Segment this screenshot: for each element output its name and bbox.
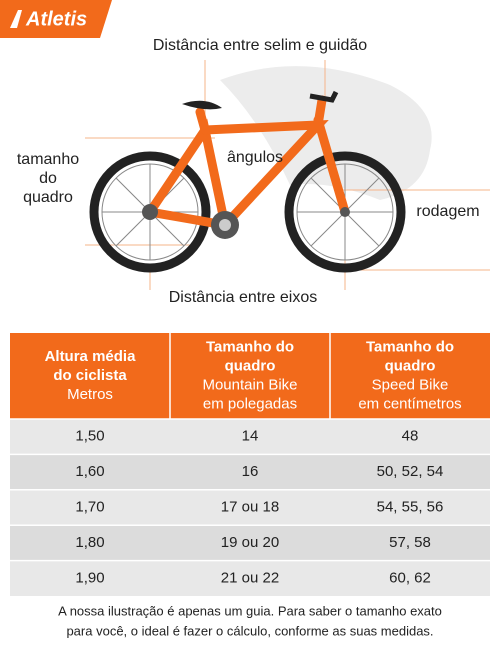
- header-title: quadro: [385, 357, 436, 374]
- label: rodagem: [416, 203, 479, 220]
- brand: Atletis: [25, 8, 87, 30]
- cell: 1,80: [75, 534, 104, 551]
- cell: 54, 55, 56: [377, 498, 444, 515]
- cell: 60, 62: [389, 569, 431, 586]
- table-header: [10, 333, 490, 419]
- table-row: [10, 419, 490, 455]
- table-row: [10, 525, 490, 561]
- header-subtitle: Speed Bike: [372, 376, 449, 393]
- header-title: Altura média: [45, 348, 137, 365]
- cell: 16: [242, 463, 259, 480]
- table-row: [10, 454, 490, 490]
- cell: 1,60: [75, 463, 104, 480]
- label: Distância entre eixos: [169, 289, 318, 306]
- header-title: quadro: [225, 357, 276, 374]
- header-title: do ciclista: [53, 367, 127, 384]
- label: tamanho: [17, 151, 79, 168]
- header-subtitle: Mountain Bike: [202, 376, 297, 393]
- label: ângulos: [227, 149, 283, 166]
- cell: 1,90: [75, 569, 104, 586]
- note: A nossa ilustração é apenas um guia. Par…: [58, 603, 442, 618]
- table-row: [10, 560, 490, 596]
- cell: 1,70: [75, 498, 104, 515]
- label: Distância entre selim e guidão: [153, 37, 367, 54]
- header-subtitle: em centímetros: [358, 395, 461, 412]
- table-row: [10, 489, 490, 526]
- header-subtitle: Metros: [67, 386, 113, 403]
- bike-illustration: Distância entre selim e guidão ângulos t…: [17, 37, 490, 306]
- cell: 48: [402, 428, 419, 445]
- cell: 21 ou 22: [221, 569, 279, 586]
- cell: 19 ou 20: [221, 534, 279, 551]
- cell: 57, 58: [389, 534, 431, 551]
- cell: 50, 52, 54: [377, 463, 444, 480]
- logo: Atletis: [0, 0, 112, 38]
- label: do: [39, 170, 57, 187]
- header-title: Tamanho do: [206, 338, 294, 355]
- header-subtitle: em polegadas: [203, 395, 297, 412]
- note: para você, o ideal é fazer o cálculo, co…: [66, 623, 433, 638]
- header-title: Tamanho do: [366, 338, 454, 355]
- cell: 1,50: [75, 428, 104, 445]
- cell: 14: [242, 428, 259, 445]
- cell: 17 ou 18: [221, 498, 279, 515]
- label: quadro: [23, 189, 73, 206]
